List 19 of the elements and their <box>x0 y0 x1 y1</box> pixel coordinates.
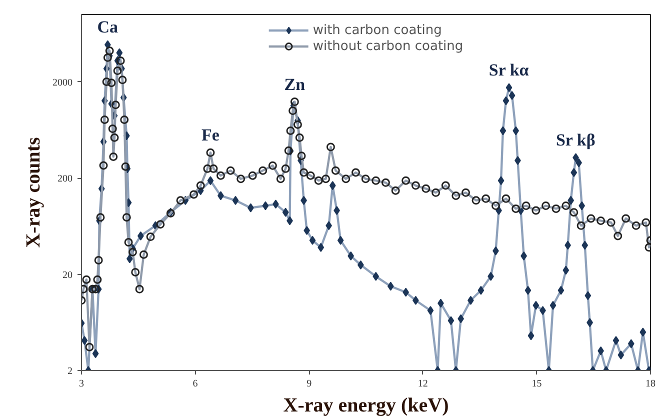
annotation: Ca <box>97 18 119 37</box>
annotation: Zn <box>284 74 306 94</box>
x-tick-label: 12 <box>418 378 428 390</box>
legend-label: with carbon coating <box>312 22 442 38</box>
y-tick-label: 2 <box>68 366 72 377</box>
annotation: Sr kα <box>488 60 530 80</box>
x-tick-label: 15 <box>532 378 542 390</box>
y-tick-label: 20 <box>62 270 72 281</box>
y-tick-label: 200 <box>58 174 72 185</box>
x-axis-title: X-ray energy (keV) <box>283 394 449 416</box>
annotation: Fe <box>202 126 220 145</box>
y-axis-title: X-ray counts <box>22 137 44 248</box>
annotation: Sr kβ <box>556 130 596 150</box>
x-tick-label: 18 <box>646 378 656 390</box>
y-tick-label: 2000 <box>52 77 72 88</box>
x-tick-label: 3 <box>79 378 84 390</box>
legend-label: without carbon coating <box>312 38 464 54</box>
x-tick-label: 9 <box>306 378 312 390</box>
x-tick-label: 6 <box>192 378 198 390</box>
